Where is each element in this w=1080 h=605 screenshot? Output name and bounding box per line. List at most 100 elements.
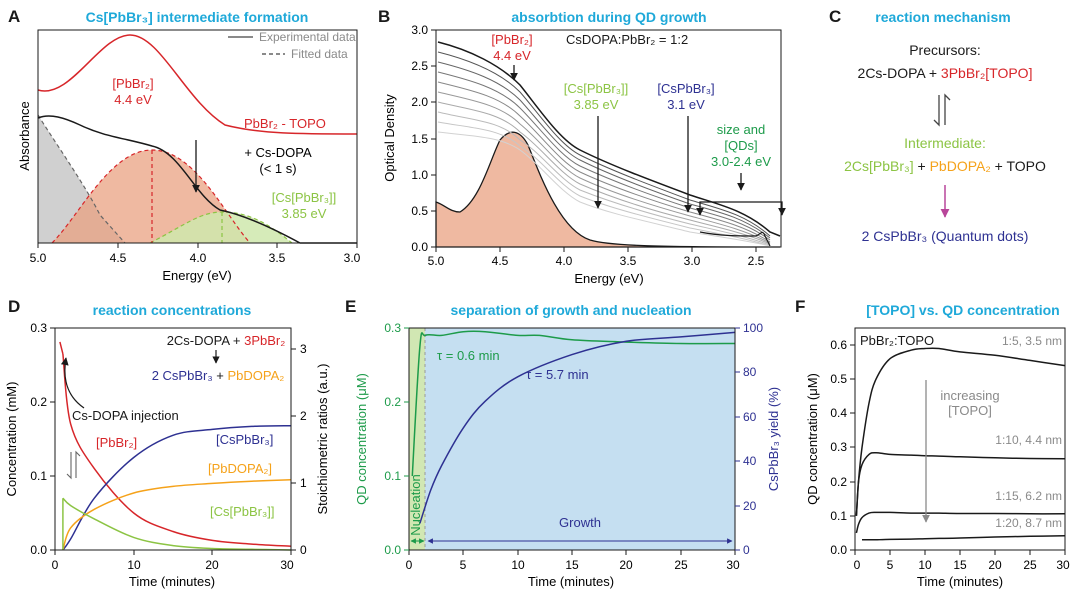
tick-label: 0.4 [830, 406, 847, 420]
series-topo-1-5 [855, 347, 1066, 516]
tick-label: 25 [674, 558, 688, 572]
panel-e-ylabel: QD concentration (μM) [354, 373, 369, 505]
tick-label: 5.0 [428, 254, 445, 268]
panel-a-letter: A [8, 7, 20, 26]
panel-b-ticks: 5.0 4.5 4.0 3.5 3.0 2.5 0.0 0.5 1.0 1.5 … [411, 23, 764, 268]
growth-curve [437, 131, 771, 247]
panel-d-xlabel: Time (minutes) [129, 574, 215, 589]
tick-label: 0 [300, 543, 307, 557]
tick-label: 20 [743, 499, 757, 513]
topo-label: [TOPO] [948, 403, 992, 418]
nucleation-region [409, 328, 425, 550]
growth-curve [437, 111, 771, 246]
d-eq1-a: 2Cs-DOPA + [167, 333, 244, 348]
tick-label: 3.5 [269, 251, 286, 265]
ann-cs-intermediate: [Cs[PbBr₃]] [564, 81, 629, 96]
panel-d: D reaction concentrations 0 10 20 30 0.0… [4, 297, 330, 589]
panel-d-ticks: 0 10 20 30 0.0 0.1 0.2 0.3 0 1 2 3 [30, 321, 307, 572]
series-topo-1-15 [855, 511, 1066, 534]
growth-curve [437, 101, 771, 245]
tick-label: 10 [127, 558, 141, 572]
tau-nucleation: τ = 0.6 min [437, 348, 500, 363]
tick-label: 0.3 [30, 321, 47, 335]
series-qd-concentration [411, 330, 736, 477]
ann-size-ev: 3.0-2.4 eV [711, 154, 771, 169]
ann-cspbbr3: [CsPbBr₃] [657, 81, 714, 96]
panel-e-series [411, 330, 736, 524]
panel-d-title: reaction concentrations [93, 302, 252, 318]
growth-curves [437, 41, 781, 247]
nucleation-label: Nucleation [408, 474, 423, 535]
tick-label: 0.3 [384, 321, 401, 335]
tick-label: 20 [619, 558, 633, 572]
d-eq2-a: 2 CsPbBr₃ [152, 368, 213, 383]
tick-label: 4.5 [110, 251, 127, 265]
panel-a-ylabel: Absorbance [17, 101, 32, 170]
increasing-label: increasing [940, 388, 999, 403]
panel-f-series [855, 347, 1066, 541]
panel-b-ylabel: Optical Density [382, 94, 397, 182]
ann-pbbr2: [PbBr₂] [112, 76, 153, 91]
ann-size: size and [717, 122, 765, 137]
panel-b-xlabel: Energy (eV) [574, 271, 643, 286]
ann-pbbr2-ev: 4.4 eV [493, 48, 531, 63]
growth-curve [437, 41, 781, 237]
label-pbbr2: [PbBr₂] [96, 435, 137, 450]
panel-e: E separation of growth and nucleation 0 … [345, 297, 781, 589]
tick-label: 15 [565, 558, 579, 572]
ratio-label: PbBr₂:TOPO [860, 333, 934, 348]
growth-curve [437, 91, 771, 244]
panel-f-ticks: 0 5 10 15 20 25 30 0.0 0.1 0.2 0.3 0.4 0… [830, 338, 1070, 572]
tick-label: 0 [743, 543, 750, 557]
legend-fitted: Fitted data [291, 47, 348, 61]
tick-label: 1.0 [411, 168, 428, 182]
panel-d-ylabel2: Stoichiometric ratios (a.u.) [315, 364, 330, 515]
tick-label: 0 [52, 558, 59, 572]
tick-label: 4.0 [556, 254, 573, 268]
pbbr2-spectrum-fill [435, 131, 781, 248]
tau-growth: τ = 5.7 min [526, 367, 589, 382]
pbbr2-topo-curve [37, 34, 358, 135]
pbbr2-injection-drop [59, 341, 64, 355]
panel-f: F [TOPO] vs. QD concentration 0 5 10 15 … [795, 297, 1070, 589]
growth-region [425, 328, 735, 550]
tick-label: 100 [743, 321, 763, 335]
series-cs-pbbr3 [62, 497, 292, 551]
panel-b-letter: B [378, 7, 390, 26]
intermediate-equation: 2Cs[PbBr₃] + PbDOPA₂ + TOPO [844, 158, 1046, 174]
tick-label: 10 [918, 558, 932, 572]
tick-label: 1 [300, 476, 307, 490]
panel-a-xlabel: Energy (eV) [162, 268, 231, 283]
panel-c-title: reaction mechanism [875, 9, 1010, 25]
tick-label: 2.5 [411, 59, 428, 73]
precursors-label: Precursors: [909, 42, 981, 58]
panel-d-frame [54, 327, 292, 551]
tick-label: 5 [887, 558, 894, 572]
precursors-b: 3PbBr₂[TOPO] [941, 65, 1033, 81]
panel-f-title: [TOPO] vs. QD concentration [866, 302, 1059, 318]
panel-b-title: absorbtion during QD growth [511, 9, 706, 25]
ann-qds: [QDs] [724, 138, 757, 153]
panel-c-letter: C [829, 7, 841, 26]
tick-label: 0.0 [411, 240, 428, 254]
d-eq1-b: 3PbBr₂ [244, 333, 285, 348]
panel-d-ylabel: Concentration (mM) [4, 382, 19, 497]
tick-label: 0.1 [830, 509, 847, 523]
tick-label: 80 [743, 365, 757, 379]
tick-label: 0.0 [384, 543, 401, 557]
intermediate-label: Intermediate: [904, 135, 986, 151]
product-label: 2 CsPbBr₃ (Quantum dots) [862, 228, 1029, 244]
ann-bracket-size [696, 201, 786, 216]
curve-label-1-5: 1:5, 3.5 nm [1002, 334, 1062, 348]
gray-fit-line [37, 114, 126, 244]
growth-curve [437, 51, 771, 237]
tick-label: 15 [953, 558, 967, 572]
ann-cspbbr3-ev: 3.1 eV [667, 97, 705, 112]
panel-a-xticks: 5.0 4.5 4.0 3.5 3.0 [30, 243, 361, 265]
tick-label: 0.5 [411, 204, 428, 218]
label-cs-pbbr3: [Cs[PbBr₃]] [210, 504, 275, 519]
tick-label: 3.0 [684, 254, 701, 268]
series-yield [419, 331, 736, 524]
panel-f-xlabel: Time (minutes) [917, 574, 1003, 589]
